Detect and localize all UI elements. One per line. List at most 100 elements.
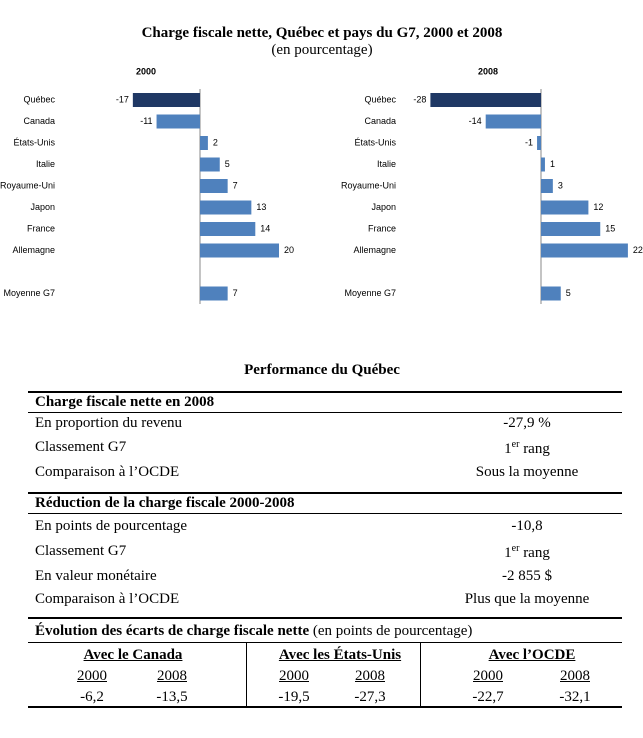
rule [246,642,247,706]
bar [541,286,561,301]
text: 2008 [157,668,187,684]
rank-suffix: er [511,543,520,554]
text: En valeur monétaire [35,568,157,584]
text: 1er rang [504,436,550,458]
text: 2000 [473,668,503,684]
data-label: -14 [469,116,482,126]
text: Avec les États-Unis [278,647,402,663]
category-label: Moyenne G7 [344,288,396,298]
text: Plus que la moyenne [464,591,590,607]
category-label: Japon [30,202,55,212]
bar [541,200,589,215]
data-label: 12 [593,202,603,212]
text: Comparaison à l’OCDE [35,464,180,480]
text: -27,3 [354,689,386,705]
text: Avec le Canada [83,647,183,663]
data-label: 7 [233,180,238,190]
data-label: -11 [140,116,152,126]
note: (en points de pourcentage) [312,623,473,639]
text: 1er rang [504,540,550,562]
bar [485,114,541,129]
rank-number: 1 [504,545,512,561]
rank-number: 1 [504,441,512,457]
rank-suffix: er [511,439,520,450]
text: Avec l’OCDE [488,647,576,663]
category-label: Allemagne [12,245,55,255]
rank-word: rang [523,545,550,561]
data-label: -1 [525,137,533,147]
bar [200,200,252,215]
text: Réduction de la charge fiscale 2000-2008 [35,495,295,511]
rule [28,492,622,494]
text: Performance du Québec [244,362,400,378]
data-label: 3 [558,180,563,190]
category-label: Québec [364,94,396,104]
text: -32,1 [559,689,591,705]
text: -2 855 $ [502,568,552,584]
chart-title: 2000 [136,66,156,76]
text: Charge fiscale nette en 2008 [35,394,215,410]
text: Classement G7 [35,439,127,455]
bar [541,222,601,236]
data-label: 2 [213,137,218,147]
category-label: Canada [23,116,55,126]
text: En points de pourcentage [35,518,188,534]
category-label: Royaume-Uni [0,180,55,190]
bar [541,157,545,172]
rule [420,642,421,706]
text: 2000 [77,668,107,684]
data-label: 7 [233,288,238,298]
rule [28,412,622,413]
text: Sous la moyenne [475,464,579,480]
text: -27,9 % [503,415,551,431]
text: -19,5 [278,689,310,705]
bar [200,157,220,172]
bar [200,222,256,236]
text: En proportion du revenu [35,415,183,431]
category-label: Italie [36,159,55,169]
data-label: 5 [566,288,571,298]
category-label: France [27,223,55,233]
text: Comparaison à l’OCDE [35,591,180,607]
text: -13,5 [156,689,188,705]
chart-title: 2008 [478,66,498,76]
text: -22,7 [472,689,504,705]
rank-word: rang [523,441,550,457]
text: -10,8 [511,518,543,534]
bar [430,93,541,107]
page-subtitle: (en pourcentage) [271,42,373,58]
data-label: -17 [116,94,129,104]
bar [537,136,541,150]
text: Classement G7 [35,543,127,559]
data-label: 22 [633,245,643,255]
rule [28,513,622,514]
bar [200,136,208,150]
text: 2000 [279,668,309,684]
bar [200,243,279,258]
data-label: 5 [225,159,230,169]
category-label: États-Unis [354,137,396,147]
rule [28,642,622,643]
category-label: Royaume-Uni [341,180,396,190]
text: 2008 [355,668,385,684]
rule [28,391,622,393]
bar [200,179,228,193]
page-title: Charge fiscale nette, Québec et pays du … [141,25,503,41]
heading: Évolution des écarts de charge fiscale n… [35,623,310,639]
data-label: 20 [284,245,294,255]
rule [28,706,622,708]
category-label: France [368,223,396,233]
text: -6,2 [80,689,104,705]
category-label: Canada [364,116,396,126]
rule [28,617,622,619]
data-label: 14 [260,223,270,233]
text: 2008 [560,668,590,684]
bar [200,286,228,301]
data-label: 13 [256,202,266,212]
category-label: Allemagne [353,245,396,255]
category-label: États-Unis [13,137,55,147]
bar [541,179,553,193]
category-label: Japon [371,202,396,212]
